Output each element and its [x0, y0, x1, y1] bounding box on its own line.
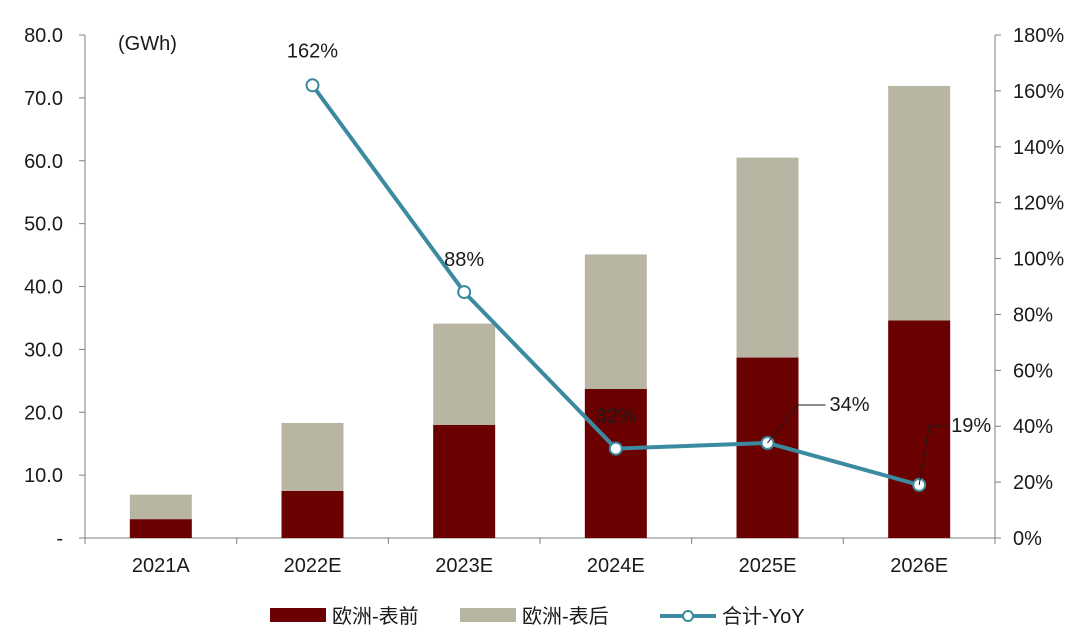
bar-front-of-meter — [584, 388, 647, 538]
yoy-data-label: 88% — [444, 249, 484, 271]
left-tick-label: 30.0 — [24, 339, 63, 361]
left-tick-label: 10.0 — [24, 465, 63, 487]
bar-back-of-meter — [281, 422, 344, 491]
bar-back-of-meter — [584, 254, 647, 389]
yoy-point — [457, 285, 472, 300]
x-tick-label: 2026E — [890, 555, 948, 577]
right-tick-label: 0% — [1013, 528, 1042, 550]
x-tick-label: 2025E — [739, 555, 797, 577]
left-tick-label: 20.0 — [24, 402, 63, 424]
yoy-data-label: 32% — [596, 406, 636, 428]
yoy-data-label: 34% — [830, 394, 870, 416]
bar-front-of-meter — [129, 519, 192, 538]
right-tick-label: 60% — [1013, 360, 1053, 382]
x-tick-label: 2024E — [587, 555, 645, 577]
legend-label: 合计-YoY — [722, 605, 805, 628]
right-tick-label: 100% — [1013, 249, 1064, 271]
yoy-point — [305, 78, 320, 93]
data-label-leader — [918, 425, 948, 485]
x-tick-label: 2022E — [284, 555, 342, 577]
bar-front-of-meter — [281, 490, 344, 538]
bar-front-of-meter — [888, 320, 951, 538]
left-tick-label: - — [56, 528, 63, 550]
bar-back-of-meter — [433, 323, 496, 425]
bar-front-of-meter — [433, 424, 496, 538]
left-tick-label: 40.0 — [24, 277, 63, 299]
bar-back-of-meter — [736, 157, 799, 358]
x-tick-label: 2023E — [435, 555, 493, 577]
x-tick-label: 2021A — [132, 555, 190, 577]
yoy-data-label: 19% — [951, 415, 991, 437]
legend-label: 欧洲-表前 — [332, 605, 419, 628]
right-tick-label: 160% — [1013, 81, 1064, 103]
left-tick-label: 50.0 — [24, 214, 63, 236]
legend-swatch — [270, 608, 326, 622]
right-tick-label: 40% — [1013, 416, 1053, 438]
yoy-data-label: 162% — [287, 40, 338, 62]
left-tick-label: 60.0 — [24, 151, 63, 173]
legend-line-marker — [682, 610, 694, 622]
data-label-leader — [767, 404, 826, 444]
legend-label: 欧洲-表后 — [522, 605, 609, 628]
legend-swatch — [460, 608, 516, 622]
right-tick-label: 80% — [1013, 304, 1053, 326]
bar-back-of-meter — [888, 85, 951, 321]
right-tick-label: 120% — [1013, 193, 1064, 215]
bar-back-of-meter — [129, 494, 192, 520]
unit-label: (GWh) — [118, 33, 177, 55]
left-tick-label: 70.0 — [24, 88, 63, 110]
right-tick-label: 180% — [1013, 25, 1064, 47]
right-tick-label: 20% — [1013, 472, 1053, 494]
right-tick-label: 140% — [1013, 137, 1064, 159]
left-tick-label: 80.0 — [24, 25, 63, 47]
yoy-point — [608, 441, 623, 456]
